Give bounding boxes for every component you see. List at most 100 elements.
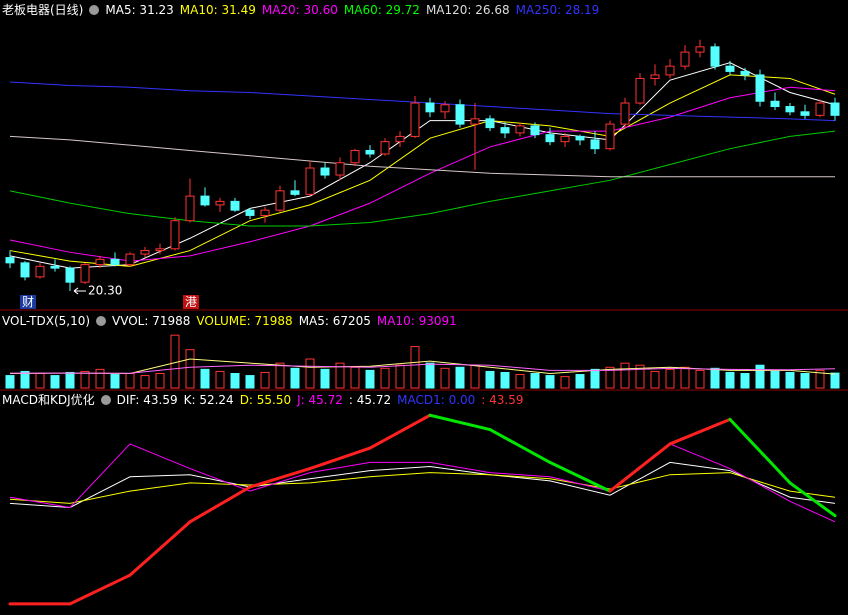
volume-bar bbox=[425, 362, 435, 389]
candle-body bbox=[275, 190, 285, 211]
low-label: 20.30 bbox=[88, 283, 122, 297]
indicator-line bbox=[9, 135, 835, 178]
candle-body bbox=[80, 264, 90, 283]
candle-body bbox=[590, 139, 600, 150]
candle-body bbox=[5, 257, 15, 264]
header-item: MACD和KDJ优化 bbox=[2, 393, 95, 407]
volume-bar bbox=[275, 362, 285, 389]
candle-body bbox=[140, 250, 150, 255]
candle-body bbox=[305, 167, 315, 195]
dif-segment bbox=[188, 485, 252, 524]
volume-bar bbox=[830, 372, 840, 389]
volume-bar bbox=[185, 349, 195, 389]
dif-segment bbox=[308, 446, 372, 471]
header-icon[interactable] bbox=[96, 316, 107, 326]
volume-bar bbox=[65, 371, 75, 389]
low-arrow bbox=[73, 287, 86, 295]
dif-segment bbox=[548, 460, 612, 493]
header-item: MA20: 30.60 bbox=[261, 3, 338, 17]
candle-body bbox=[365, 149, 375, 155]
header-item: 老板电器(日线) bbox=[2, 3, 84, 17]
volume-bar bbox=[410, 346, 420, 389]
header-icon[interactable] bbox=[89, 5, 100, 15]
volume-bar bbox=[770, 370, 780, 389]
candle-body bbox=[230, 200, 240, 211]
event-label: 港 bbox=[183, 295, 200, 309]
volume-bar bbox=[80, 370, 90, 389]
candle-body bbox=[755, 74, 765, 102]
header-item: K: 52.24 bbox=[183, 393, 234, 407]
volume-bar bbox=[50, 375, 60, 389]
header-item: VOLUME: 71988 bbox=[196, 314, 293, 328]
volume-bar bbox=[500, 371, 510, 389]
dif-segment bbox=[488, 428, 552, 464]
candle-body bbox=[605, 123, 615, 150]
volume-bar bbox=[260, 371, 270, 389]
candle-body bbox=[95, 258, 105, 266]
volume-bar bbox=[455, 366, 465, 389]
volume-bar bbox=[350, 366, 360, 389]
header-item: MACD1: 0.00 bbox=[397, 393, 476, 407]
candle-body bbox=[35, 265, 45, 278]
header-item: VOL-TDX(5,10) bbox=[2, 314, 91, 328]
candle-body bbox=[785, 106, 795, 113]
volume-bar bbox=[140, 375, 150, 389]
volume-bar bbox=[290, 367, 300, 389]
dif-segment bbox=[428, 413, 492, 432]
candle-body bbox=[425, 102, 435, 113]
volume-bar bbox=[245, 375, 255, 389]
volume-bar bbox=[650, 370, 660, 389]
indicator-line bbox=[9, 472, 836, 504]
volume-bar bbox=[125, 373, 135, 389]
candle-body bbox=[770, 100, 780, 108]
volume-bar bbox=[680, 366, 690, 389]
dif-segment bbox=[788, 481, 837, 518]
indicator-line bbox=[9, 130, 836, 227]
volume-bar bbox=[785, 371, 795, 389]
candle-body bbox=[485, 118, 495, 129]
volume-bar bbox=[755, 364, 765, 389]
event-label: 财 bbox=[20, 295, 37, 309]
volume-bar bbox=[110, 374, 120, 389]
candle-body bbox=[575, 135, 585, 141]
volume-bar bbox=[620, 362, 630, 389]
volume-bar bbox=[575, 374, 585, 389]
indicator-line bbox=[10, 363, 836, 374]
candle-body bbox=[215, 200, 225, 206]
candle-body bbox=[410, 102, 420, 137]
panel-header: MACD和KDJ优化 DIF: 43.59 K: 52.24 D: 55.50 J: 4… bbox=[2, 392, 530, 408]
indicator-line bbox=[9, 62, 836, 269]
volume-bar bbox=[200, 368, 210, 389]
candle-body bbox=[800, 111, 810, 116]
volume-bar bbox=[380, 367, 390, 389]
volume-bar bbox=[365, 369, 375, 389]
header-icon[interactable] bbox=[100, 395, 111, 405]
dif-segment bbox=[608, 442, 672, 493]
candle-body bbox=[200, 195, 210, 206]
panel-header: VOL-TDX(5,10) VVOL: 71988 VOLUME: 71988 MA5… bbox=[2, 313, 463, 329]
candle-body bbox=[335, 162, 345, 176]
candle-body bbox=[170, 220, 180, 250]
header-item: MA5: 31.23 bbox=[105, 3, 174, 17]
volume-bar bbox=[20, 370, 30, 389]
dif-segment bbox=[728, 417, 792, 485]
volume-bar bbox=[515, 374, 525, 389]
candle-body bbox=[500, 127, 510, 134]
candle-body bbox=[290, 190, 300, 195]
header-item: MA60: 29.72 bbox=[343, 3, 420, 17]
header-item: MA10: 93091 bbox=[376, 314, 457, 328]
candle-body bbox=[515, 125, 525, 134]
volume-bar bbox=[635, 364, 645, 389]
candle-body bbox=[20, 262, 30, 278]
volume-bar bbox=[95, 368, 105, 389]
volume-bar bbox=[725, 371, 735, 389]
volume-bar bbox=[665, 368, 675, 389]
header-item: MA120: 26.68 bbox=[425, 3, 510, 17]
candle-body bbox=[245, 209, 255, 216]
volume-bar bbox=[305, 358, 315, 389]
candle-body bbox=[545, 134, 555, 143]
candle-body bbox=[125, 253, 135, 266]
volume-bar bbox=[230, 373, 240, 389]
candle-body bbox=[635, 77, 645, 104]
